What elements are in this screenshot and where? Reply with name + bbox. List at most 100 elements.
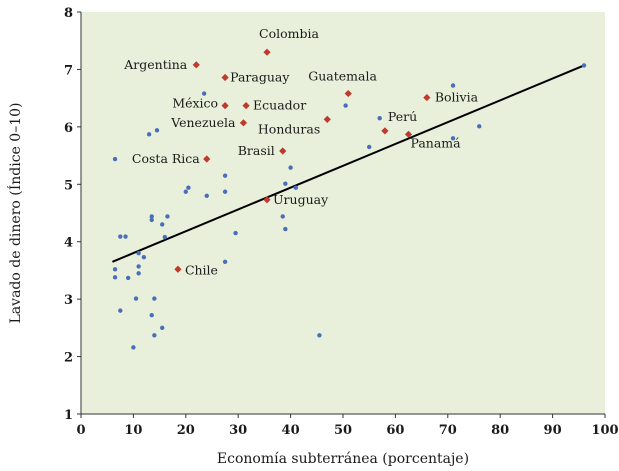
data-point bbox=[136, 264, 141, 269]
point-label: Colombia bbox=[259, 26, 319, 41]
point-label: México bbox=[172, 96, 218, 111]
x-tick-label: 20 bbox=[177, 423, 195, 438]
data-point bbox=[154, 128, 160, 133]
data-point bbox=[581, 63, 587, 68]
data-point bbox=[204, 193, 209, 198]
highlighted-point bbox=[221, 102, 229, 110]
data-point bbox=[133, 296, 139, 301]
highlighted-point bbox=[423, 93, 431, 102]
data-point bbox=[450, 83, 456, 88]
point-label: Paraguay bbox=[230, 69, 290, 84]
point-label: Panamá bbox=[411, 135, 462, 150]
plot-background bbox=[81, 12, 605, 414]
y-tick-label: 5 bbox=[64, 178, 73, 193]
point-label: Brasil bbox=[238, 143, 275, 158]
highlighted-point bbox=[404, 130, 413, 138]
point-label: Perú bbox=[388, 109, 417, 124]
x-tick-label: 70 bbox=[439, 423, 457, 438]
highlighted-point bbox=[323, 115, 331, 123]
highlighted-point bbox=[279, 147, 287, 155]
point-label: Uruguay bbox=[273, 192, 329, 207]
data-point bbox=[125, 275, 131, 281]
highlighted-point bbox=[203, 155, 211, 163]
data-point bbox=[162, 234, 168, 240]
x-tick-label: 40 bbox=[282, 423, 300, 438]
x-tick-label: 90 bbox=[544, 423, 562, 438]
x-tick-label: 10 bbox=[124, 423, 142, 438]
highlighted-point bbox=[174, 265, 182, 273]
highlighted-point bbox=[381, 127, 389, 135]
data-point bbox=[283, 226, 288, 232]
data-point bbox=[288, 165, 293, 170]
data-point bbox=[146, 132, 152, 137]
x-tick-label: 30 bbox=[229, 423, 247, 438]
data-point bbox=[222, 173, 228, 178]
highlighted-point bbox=[344, 89, 352, 98]
data-point bbox=[112, 156, 118, 162]
y-tick-label: 2 bbox=[64, 351, 73, 366]
data-point bbox=[112, 267, 118, 272]
x-tick-label: 0 bbox=[76, 423, 85, 438]
y-tick-label: 7 bbox=[64, 63, 73, 78]
y-tick-label: 4 bbox=[64, 236, 73, 251]
y-tick-label: 8 bbox=[64, 6, 73, 21]
data-point bbox=[136, 251, 141, 256]
data-point bbox=[160, 222, 165, 227]
data-point bbox=[233, 230, 238, 236]
x-axis-title: Economía subterránea (porcentaje) bbox=[217, 451, 469, 467]
x-tick-label: 50 bbox=[334, 423, 352, 438]
highlighted-point bbox=[242, 102, 250, 110]
point-label: Guatemala bbox=[308, 69, 377, 84]
data-point bbox=[149, 217, 154, 223]
data-point bbox=[131, 345, 136, 350]
point-label: Chile bbox=[185, 262, 218, 277]
data-point bbox=[160, 325, 165, 331]
highlighted-point bbox=[263, 48, 271, 56]
point-label: Honduras bbox=[258, 121, 320, 136]
y-axis-title: Lavado de dinero (Índice 0–10) bbox=[6, 103, 24, 324]
data-point bbox=[118, 234, 123, 239]
data-points bbox=[112, 48, 587, 350]
data-point bbox=[136, 271, 141, 276]
data-point bbox=[222, 259, 228, 265]
data-point bbox=[152, 296, 157, 301]
point-label: Costa Rica bbox=[132, 151, 200, 166]
y-tick-label: 1 bbox=[64, 408, 73, 423]
x-tick-label: 100 bbox=[591, 423, 618, 438]
data-point bbox=[377, 116, 382, 121]
y-tick-label: 3 bbox=[64, 293, 73, 308]
highlighted-point bbox=[192, 61, 200, 69]
data-point bbox=[343, 103, 348, 108]
data-point bbox=[112, 275, 118, 280]
data-point bbox=[283, 181, 288, 186]
data-point bbox=[118, 308, 123, 313]
data-point bbox=[367, 144, 372, 150]
data-point bbox=[201, 91, 207, 96]
data-point bbox=[293, 185, 299, 190]
highlighted-point bbox=[239, 119, 248, 127]
data-point bbox=[152, 333, 157, 338]
data-point bbox=[186, 185, 191, 190]
point-label: Ecuador bbox=[253, 98, 306, 113]
data-point bbox=[123, 234, 128, 239]
x-tick-label: 80 bbox=[491, 423, 509, 438]
data-point bbox=[450, 136, 456, 141]
data-point bbox=[141, 255, 147, 260]
point-label: Bolivia bbox=[435, 90, 479, 105]
trend-line bbox=[112, 64, 585, 263]
data-point bbox=[149, 313, 154, 318]
data-point bbox=[149, 214, 154, 219]
point-label: Argentina bbox=[123, 57, 188, 72]
data-point bbox=[222, 189, 228, 194]
highlighted-point bbox=[221, 73, 229, 82]
x-tick-label: 60 bbox=[386, 423, 404, 438]
point-label: Venezuela bbox=[170, 115, 236, 130]
highlighted-point bbox=[263, 196, 271, 204]
axes: 0 10 20 30 40 50 60 70 80 90 100 1 2 3 4 5 6 7 8 bbox=[64, 6, 619, 438]
data-point bbox=[183, 189, 188, 194]
y-tick-label: 6 bbox=[64, 121, 73, 136]
data-point bbox=[280, 214, 285, 219]
data-point bbox=[317, 333, 322, 338]
data-point bbox=[165, 214, 170, 219]
